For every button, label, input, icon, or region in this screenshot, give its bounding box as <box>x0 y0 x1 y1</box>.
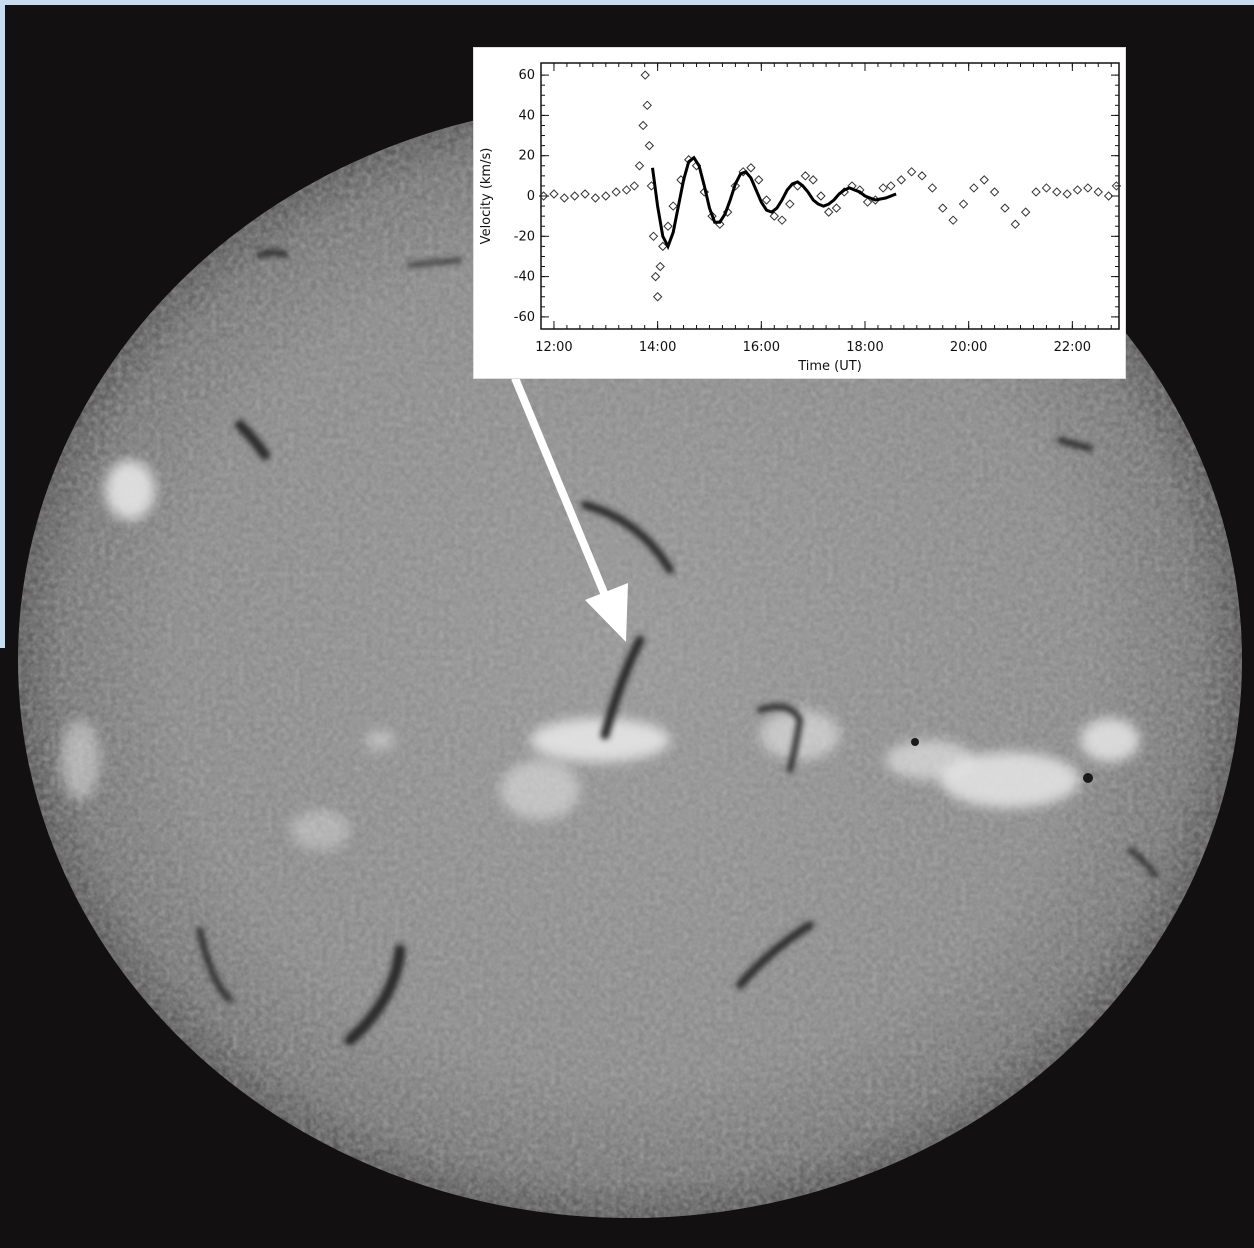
data-point <box>800 171 811 181</box>
data-point <box>927 183 938 193</box>
data-point <box>611 187 621 197</box>
data-point <box>1111 181 1122 191</box>
data-point <box>1052 187 1062 197</box>
x-tick-label: 16:00 <box>743 340 780 355</box>
velocity-data-points <box>538 70 1122 302</box>
y-tick-label: -60 <box>514 310 535 325</box>
data-point <box>823 207 834 217</box>
data-point <box>855 185 865 195</box>
data-point <box>769 211 779 221</box>
frame-left-edge <box>0 648 18 1248</box>
plot-frame <box>540 62 1120 330</box>
data-point <box>1062 189 1072 199</box>
data-point <box>640 70 650 80</box>
data-point <box>621 185 632 195</box>
data-point <box>969 183 979 193</box>
x-tick-label: 18:00 <box>846 340 883 355</box>
x-tick-label: 20:00 <box>950 340 987 355</box>
y-tick-label: -20 <box>514 229 535 244</box>
y-tick-label: 40 <box>518 108 535 123</box>
data-point <box>638 120 648 131</box>
data-point <box>1010 219 1021 229</box>
data-point <box>1031 187 1041 197</box>
data-point <box>989 187 1000 197</box>
y-axis-title: Velocity (km/s) <box>479 148 494 245</box>
data-point <box>655 261 665 272</box>
bright-plage-regions <box>60 460 1140 850</box>
data-point <box>1093 187 1103 197</box>
dark-filaments <box>197 249 1158 1046</box>
data-point <box>1103 191 1114 201</box>
y-tick-label: 60 <box>518 68 535 83</box>
data-point <box>1000 203 1010 213</box>
axis-ticks <box>541 63 1119 329</box>
data-point <box>1020 207 1031 217</box>
data-point <box>652 292 663 302</box>
data-point <box>663 221 673 231</box>
data-point <box>644 140 655 151</box>
data-point <box>777 215 787 225</box>
velocity-inset-chart: 60 40 20 0 -20 -40 -60 12:00 14:00 16:00 18:00 20:… <box>473 47 1126 379</box>
y-tick-label: 20 <box>518 149 535 164</box>
data-point <box>808 175 818 185</box>
data-point <box>906 167 917 177</box>
data-point <box>761 195 772 205</box>
data-point <box>1041 183 1052 193</box>
data-point <box>642 100 652 111</box>
data-point <box>590 193 601 203</box>
data-point <box>831 203 842 213</box>
data-point <box>730 181 741 191</box>
data-point <box>538 191 549 201</box>
sunspot <box>911 738 919 746</box>
data-point <box>569 191 580 201</box>
data-point <box>1083 183 1093 193</box>
damped-oscillation-fit-line <box>651 155 897 251</box>
data-point <box>580 189 590 199</box>
data-point <box>549 189 559 199</box>
data-point <box>948 215 958 225</box>
data-point <box>668 201 678 211</box>
data-point <box>559 193 570 203</box>
data-point <box>746 163 756 173</box>
x-axis-title: Time (UT) <box>797 359 862 374</box>
y-tick-label: 0 <box>527 189 535 204</box>
data-point <box>917 171 927 181</box>
x-tick-label: 12:00 <box>535 340 572 355</box>
data-point <box>601 191 611 201</box>
velocity-chart-svg: 60 40 20 0 -20 -40 -60 12:00 14:00 16:00 18:00 20:… <box>479 62 1122 374</box>
data-point <box>1072 185 1083 195</box>
y-tick-label: -40 <box>514 270 535 285</box>
data-point <box>896 175 906 185</box>
data-point <box>699 187 709 197</box>
data-point <box>886 181 896 191</box>
data-point <box>862 197 873 207</box>
data-point <box>878 183 888 193</box>
data-point <box>658 241 668 252</box>
data-point <box>958 199 969 209</box>
data-point <box>938 203 948 213</box>
x-tick-label: 22:00 <box>1054 340 1091 355</box>
data-point <box>754 175 764 185</box>
x-tick-label: 14:00 <box>639 340 676 355</box>
data-point <box>979 175 989 185</box>
data-point <box>816 191 826 201</box>
data-point <box>634 161 645 171</box>
data-point <box>650 271 661 282</box>
data-point <box>785 199 795 209</box>
sunspot <box>1083 773 1093 783</box>
data-point <box>629 181 640 191</box>
data-point <box>648 231 659 242</box>
pointer-arrow <box>511 376 628 642</box>
data-point <box>707 211 717 221</box>
